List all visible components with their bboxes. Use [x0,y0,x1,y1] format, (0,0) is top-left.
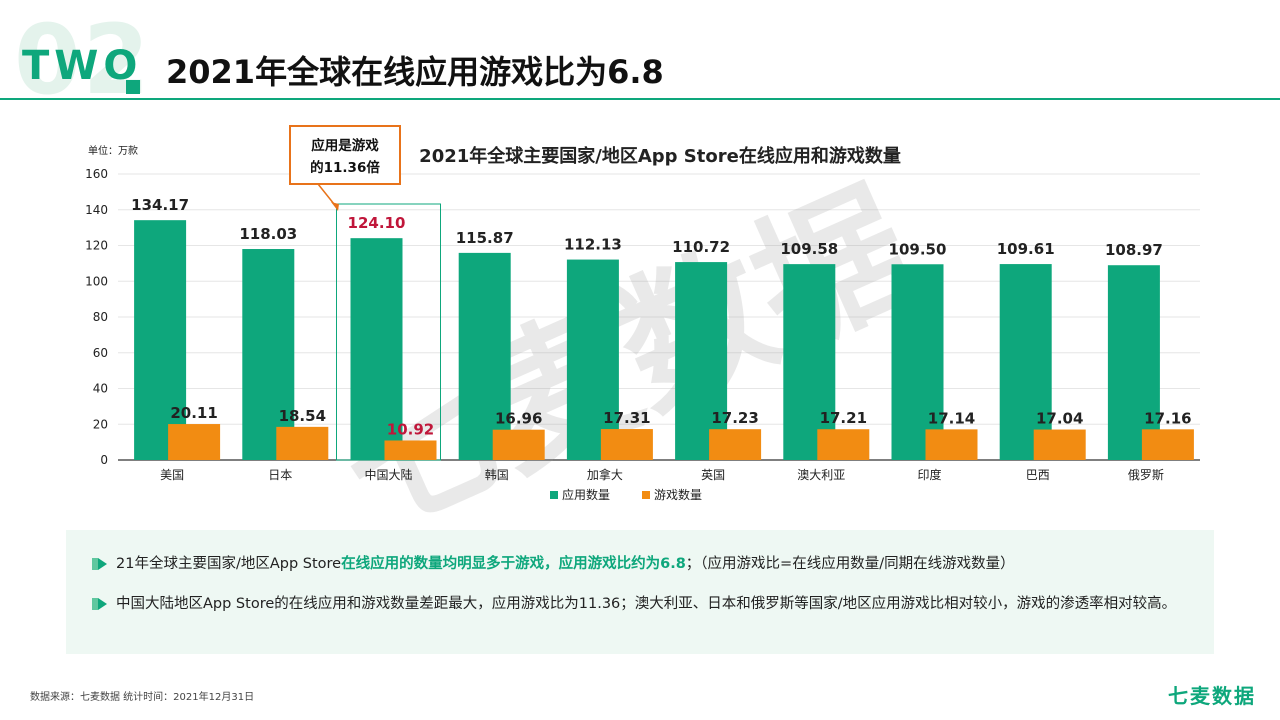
app-value-label: 118.03 [239,225,297,243]
legend-swatch-games [642,491,650,499]
x-tick-label: 俄罗斯 [1128,468,1164,482]
app-value-label: 109.58 [780,240,838,258]
summary-note-1: 21年全球主要国家/地区App Store在线应用的数量均明显多于游戏，应用游戏… [92,552,1192,576]
app-bar [566,259,619,460]
game-value-label: 17.21 [820,409,867,427]
x-tick-label: 韩国 [485,467,509,482]
app-value-label: 109.50 [889,240,947,258]
game-value-label: 18.54 [279,407,326,425]
game-value-label: 17.14 [928,409,975,427]
y-tick-label: 20 [93,417,108,431]
app-value-label: 124.10 [348,214,406,232]
game-value-label: 17.16 [1144,409,1191,427]
x-axis: 美国 日本 中国大陆 韩国 加拿大 英国 澳大利亚 印度 巴西 俄罗斯 [160,467,1164,482]
game-bar [709,429,762,460]
legend-swatch-apps [550,491,558,499]
bullet-icon [92,558,110,570]
game-bar [1033,429,1086,460]
game-bar [600,429,653,460]
header-divider [0,98,1280,100]
chart-unit-label: 单位：万款 [88,144,138,157]
app-bar [783,264,836,460]
y-tick-label: 140 [85,203,108,217]
x-tick-label: 日本 [268,468,292,482]
game-value-label: 17.31 [603,409,650,427]
x-tick-label: 英国 [701,468,725,482]
game-value-label: 20.11 [170,404,217,422]
game-value-label: 17.23 [711,409,758,427]
watermark: 七麦数据 [318,160,937,520]
app-value-label: 134.17 [131,196,189,214]
app-value-label: 108.97 [1105,241,1163,259]
legend-label-games: 游戏数量 [654,487,702,502]
app-bar [999,264,1052,460]
game-bar [817,429,870,460]
app-bar [458,252,511,460]
app-bar [134,220,187,460]
game-value-label: 16.96 [495,410,542,428]
x-tick-label: 澳大利亚 [797,468,845,482]
watermark-text: 七麦数据 [318,160,937,520]
bar-chart: 单位：万款 2021年全球主要国家/地区App Store在线应用和游戏数量 0… [85,125,1200,520]
x-tick-label: 加拿大 [587,467,623,482]
app-value-label: 110.72 [672,238,730,256]
section-tag: TWO [22,43,143,89]
x-tick-label: 巴西 [1026,468,1050,482]
tag-square-decoration [126,80,140,94]
game-value-label: 10.92 [387,420,434,438]
y-tick-label: 60 [93,346,108,360]
app-bar [350,238,403,460]
game-value-label: 17.04 [1036,410,1083,428]
chart-bars: 134.17 20.11 118.03 18.54 124.10 10.92 115.87 1… [131,196,1194,461]
app-bar [242,249,295,460]
legend-label-apps: 应用数量 [562,487,610,502]
y-tick-label: 100 [85,274,108,288]
y-tick-label: 80 [93,310,108,324]
x-tick-label: 中国大陆 [364,467,412,482]
y-tick-label: 40 [93,382,108,396]
x-tick-label: 印度 [917,467,941,482]
app-value-label: 112.13 [564,236,622,254]
game-bar [492,429,545,460]
game-bar [1141,429,1194,460]
game-bar [925,429,978,460]
y-tick-label: 0 [100,453,108,467]
y-tick-label: 120 [85,239,108,253]
brand-logo: 七麦数据 [1168,684,1256,708]
note-1-text-a: 21年全球主要国家/地区App Store [116,556,342,572]
game-bar [276,426,329,460]
callout-arrowhead [331,202,339,211]
callout-line-1: 应用是游戏 [311,137,379,154]
y-tick-label: 160 [85,167,108,181]
note-1-highlight: 在线应用的数量均明显多于游戏，应用游戏比约为6.8 [341,556,686,572]
game-bar [384,440,437,460]
app-bar [1107,265,1160,460]
page-header: 02 TWO 2021年全球在线应用游戏比为6.8 [0,0,1280,108]
app-value-label: 109.61 [997,240,1055,258]
summary-note-2: 中国大陆地区App Store的在线应用和游戏数量差距最大，应用游戏比为11.3… [92,592,1192,616]
chart-title: 2021年全球主要国家/地区App Store在线应用和游戏数量 [419,145,901,167]
app-value-label: 115.87 [456,229,514,247]
x-tick-label: 美国 [160,468,184,482]
bullet-icon [92,598,110,610]
chart-legend: 应用数量 游戏数量 [550,487,702,502]
note-2-text: 中国大陆地区App Store的在线应用和游戏数量差距最大，应用游戏比为11.3… [116,596,1177,612]
game-bar [168,424,221,460]
callout-line-2: 的11.36倍 [310,159,380,176]
summary-box: 21年全球主要国家/地区App Store在线应用的数量均明显多于游戏，应用游戏… [66,530,1214,654]
y-axis: 0 20 40 60 80 100 120 140 160 [85,167,108,467]
note-1-text-b: ；（应用游戏比=在线应用数量/同期在线游戏数量） [685,556,1015,572]
callout-box [289,125,401,185]
app-bar [675,262,728,460]
data-source: 数据来源：七麦数据 统计时间：2021年12月31日 [30,692,255,703]
page-title: 2021年全球在线应用游戏比为6.8 [166,53,664,91]
app-bar [891,264,944,460]
